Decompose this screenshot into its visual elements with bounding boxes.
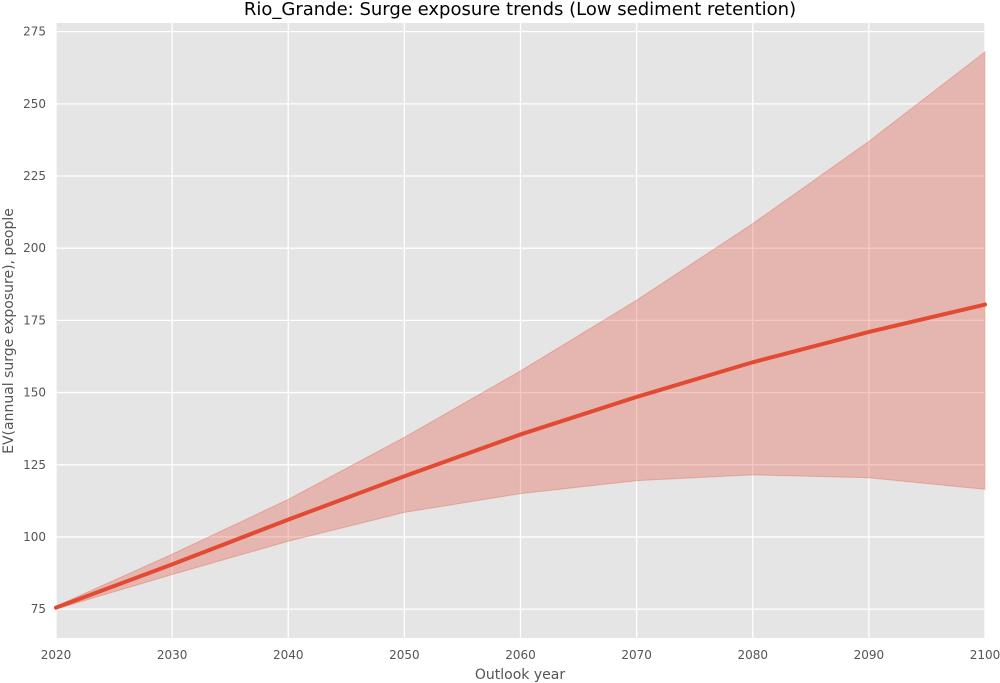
grid bbox=[55, 23, 986, 638]
y-tick-label: 100 bbox=[23, 530, 46, 544]
x-tick-label: 2090 bbox=[854, 648, 885, 662]
x-tick-label: 2050 bbox=[389, 648, 420, 662]
y-tick-label: 125 bbox=[23, 458, 46, 472]
x-tick-label: 2040 bbox=[273, 648, 304, 662]
y-tick-label: 175 bbox=[23, 313, 46, 327]
x-tick-label: 2070 bbox=[621, 648, 652, 662]
y-ticks: 75 100 125 150 175 200 225 250 275 bbox=[23, 25, 46, 616]
x-axis-label: Outlook year bbox=[475, 667, 565, 683]
x-tick-label: 2060 bbox=[505, 648, 536, 662]
line-layer bbox=[54, 302, 987, 610]
band-layer bbox=[55, 50, 986, 610]
y-tick-label: 275 bbox=[23, 25, 46, 39]
y-tick-label: 150 bbox=[23, 386, 46, 400]
y-tick-label: 250 bbox=[23, 97, 46, 111]
y-tick-label: 225 bbox=[23, 169, 46, 183]
confidence-band bbox=[55, 50, 986, 610]
x-tick-label: 2020 bbox=[41, 648, 72, 662]
x-tick-label: 2080 bbox=[737, 648, 768, 662]
y-axis-label: EV(annual surge exposure), people bbox=[1, 208, 17, 454]
y-tick-label: 200 bbox=[23, 241, 46, 255]
x-ticks: 2020 2030 2040 2050 2060 2070 2080 2090 2100 bbox=[41, 648, 1000, 662]
x-tick-label: 2100 bbox=[970, 648, 1000, 662]
y-tick-label: 75 bbox=[31, 602, 46, 616]
chart-title: Rio_Grande: Surge exposure trends (Low s… bbox=[244, 0, 796, 20]
x-tick-label: 2030 bbox=[157, 648, 188, 662]
